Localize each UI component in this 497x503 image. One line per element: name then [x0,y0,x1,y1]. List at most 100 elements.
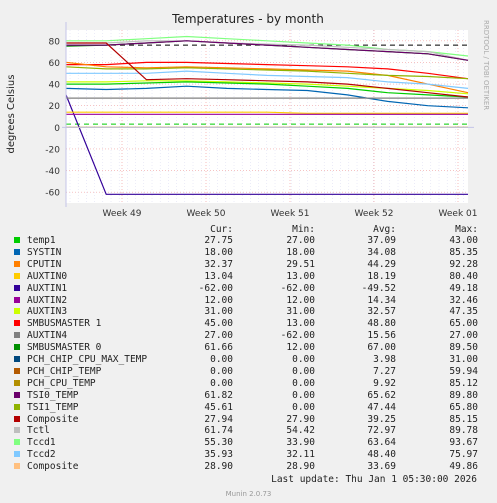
series-line [66,70,469,89]
legend-avg-value: 3.98 [373,354,396,365]
legend-max-value: 75.97 [449,449,478,461]
legend-cur-value: 27.00 [204,330,233,342]
legend-row: Composite 28.90 28.90 33.69 49.86 [8,461,488,472]
legend-swatch [14,248,20,255]
y-axis-label: degrees Celsius [6,75,17,154]
legend-series-name: AUXTIN4 [27,330,68,342]
legend-swatch [14,451,20,458]
legend-max-value: 65.00 [449,318,478,330]
legend-max-value: 32.46 [449,294,478,306]
series-line [65,94,468,195]
legend-cur-value: 55.30 [204,437,233,449]
legend-min-value: 29.51 [286,258,315,270]
legend-series-name: SYSTIN [27,246,62,258]
legend-min-value: 27.00 [286,235,315,246]
legend-row: Tctl 61.74 54.42 72.97 89.78 [8,425,488,436]
legend-row: SMBUSMASTER 1 45.00 13.00 48.80 65.00 [8,318,488,329]
legend-series-name: SMBUSMASTER 1 [27,318,102,330]
legend-series-name: PCH_CHIP_TEMP [27,365,102,377]
chart-title: Temperatures - by month [171,12,324,26]
series-line [66,80,469,95]
legend-max-value: 47.35 [449,306,478,318]
legend-row: TSI1_TEMP 45.61 0.00 47.44 65.80 [8,402,488,413]
legend-avg-value: 15.56 [367,330,396,342]
legend-series-name: PCH_CPU_TEMP [27,377,96,389]
legend-row: PCH_CPU_TEMP 0.00 0.00 9.92 85.12 [8,378,488,389]
munin-version: Munin 2.0.73 [225,490,272,498]
legend-min-value: 32.11 [286,449,315,461]
legend-avg-value: 63.64 [367,437,396,449]
legend-row: AUXTIN2 12.00 12.00 14.34 32.46 [8,295,488,306]
legend-min-value: 12.00 [286,342,315,354]
y-tick-label: 40 [49,81,61,91]
legend-row: AUXTIN3 31.00 31.00 32.57 47.35 [8,306,488,317]
legend-row: Composite 27.94 27.90 39.25 85.15 [8,414,488,425]
series-line [66,111,468,114]
legend-avg-value: 65.62 [367,389,396,401]
legend-row: Tccd2 35.93 32.11 48.40 75.97 [8,449,488,460]
legend-cur-value: 45.00 [204,318,233,330]
legend-max-value: 49.18 [449,282,478,294]
legend-row: Tccd1 55.30 33.90 63.64 93.67 [8,437,488,448]
legend-swatch [14,463,20,470]
legend-avg-value: 44.29 [367,258,396,270]
plot-area: 80 60 40 20 0 -20 -40 -60 Week 49 Week 50 Week 51 W… [45,22,477,219]
series-line [66,42,469,98]
legend-swatch [14,356,20,362]
y-tick-label: 60 [49,59,61,69]
last-update-text: Last update: Thu Jan 1 05:30:00 2026 [271,474,477,485]
legend-cur-value: 27.94 [204,413,233,425]
y-tick-label: 80 [49,37,61,47]
y-tick-label: 20 [49,102,61,112]
x-tick-label: Week 52 [355,209,394,219]
legend-series-name: AUXTIN1 [27,282,68,294]
legend-series-name: Composite [27,413,79,425]
series-line [65,66,469,80]
rrdtool-credit: RRDTOOL / TOBI OETIKER [482,20,490,110]
legend-cur-value: 61.82 [204,389,233,401]
legend-cur-value: 61.66 [204,342,233,354]
legend-cur-value: 31.00 [204,306,233,318]
legend-series-name: TSI0_TEMP [27,389,79,401]
legend-row: PCH_CHIP_CPU_MAX_TEMP 0.00 0.00 3.98 31.00 [8,354,488,365]
legend-max-value: 80.40 [449,270,478,282]
legend-min-value: 0.00 [292,365,315,377]
legend-row: AUXTIN0 13.04 13.00 18.19 80.40 [8,271,488,282]
legend-max-value: 59.94 [449,365,478,377]
legend-swatch [14,237,20,243]
legend-series-name: TSI1_TEMP [27,401,79,413]
legend-cur-value: 61.74 [204,425,233,437]
legend-min-value: 0.00 [292,389,315,401]
legend-min-value: 0.00 [292,354,315,365]
legend-swatch [14,391,20,398]
y-tick-label: -60 [45,189,60,199]
legend-avg-value: 7.27 [373,365,396,377]
legend-min-value: 33.90 [286,437,315,449]
legend-avg-value: -49.52 [361,282,396,294]
legend-cur-value: 32.37 [204,258,233,270]
legend-min-value: -62.00 [280,330,315,342]
legend-max-value: 65.80 [449,401,478,413]
legend-header-cur: Cur: [210,224,233,235]
legend-cur-value: 27.75 [204,235,233,246]
legend-avg-value: 72.97 [367,425,396,437]
legend-min-value: 0.00 [292,377,315,389]
legend-avg-value: 48.40 [367,449,396,461]
legend-max-value: 85.12 [449,377,478,389]
legend-row: temp1 27.75 27.00 37.09 43.00 [8,235,488,246]
legend-min-value: 0.00 [292,401,315,413]
legend-cur-value: 0.00 [210,354,233,365]
legend-max-value: 89.50 [449,342,478,354]
legend-swatch [14,272,20,279]
legend-header-min: Min: [292,224,315,235]
legend-avg-value: 33.69 [367,461,396,473]
legend-min-value: 18.00 [286,246,315,258]
legend-swatch [14,379,20,386]
series-line [66,81,469,98]
legend-series-name: AUXTIN3 [27,306,68,318]
legend-avg-value: 37.09 [367,235,396,246]
legend-swatch [14,439,20,446]
legend-row: SYSTIN 18.00 18.00 34.08 85.35 [8,247,488,258]
legend-min-value: 27.90 [286,413,315,425]
